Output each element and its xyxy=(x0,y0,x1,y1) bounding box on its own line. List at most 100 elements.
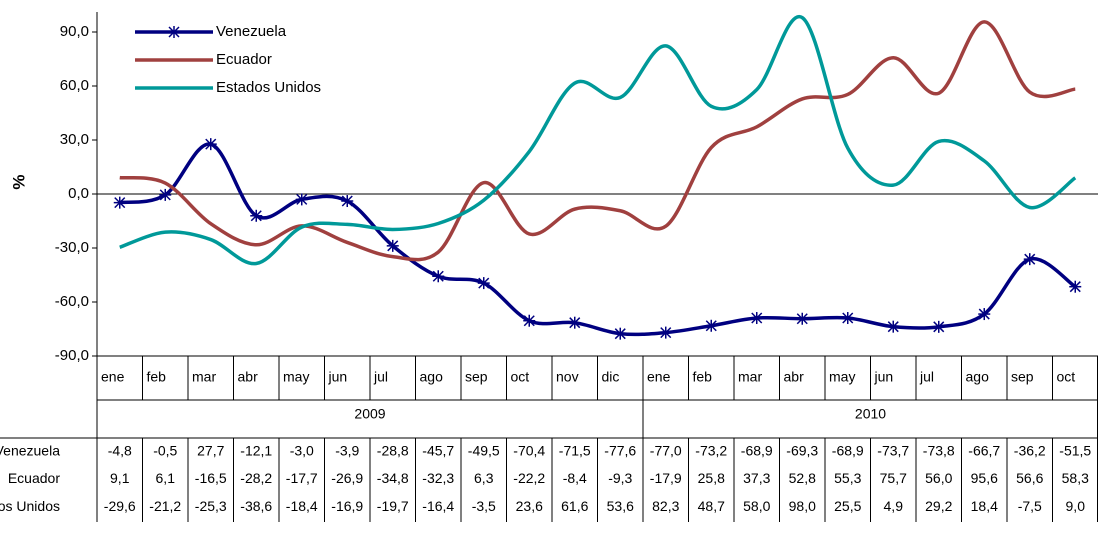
table-value: -77,0 xyxy=(650,443,682,459)
marker-stroke xyxy=(168,26,180,38)
x-tick-label: jun xyxy=(874,369,894,385)
x-tick-label: dic xyxy=(602,369,620,385)
table-value: 37,3 xyxy=(743,470,770,486)
marker-stroke xyxy=(296,193,308,205)
table-value: -66,7 xyxy=(968,443,1000,459)
table-value: -73,8 xyxy=(923,443,955,459)
marker-stroke xyxy=(1024,253,1036,265)
table-value: 75,7 xyxy=(880,470,907,486)
marker-stroke xyxy=(387,240,399,252)
y-tick-label: 0,0 xyxy=(68,185,89,202)
legend-label: Venezuela xyxy=(216,23,287,40)
table-value: -3,0 xyxy=(290,443,314,459)
table-value: -7,5 xyxy=(1018,498,1042,514)
marker-stroke xyxy=(250,210,262,222)
table-value: -8,4 xyxy=(563,470,587,486)
year-label: 2009 xyxy=(354,406,385,422)
year-label: 2010 xyxy=(855,406,886,422)
marker xyxy=(523,314,536,327)
table-value: 53,6 xyxy=(607,498,634,514)
table-value: -25,3 xyxy=(195,498,227,514)
table-value: -16,4 xyxy=(422,498,454,514)
x-tick-label: jun xyxy=(328,369,348,385)
table-value: -73,2 xyxy=(695,443,727,459)
x-tick-label: ene xyxy=(647,369,671,385)
x-tick-label: feb xyxy=(147,369,167,385)
x-tick-label: jul xyxy=(373,369,388,385)
marker xyxy=(250,209,263,222)
x-tick-label: oct xyxy=(1057,369,1076,385)
table-value: 9,1 xyxy=(110,470,130,486)
x-tick-label: feb xyxy=(693,369,713,385)
x-tick-label: mar xyxy=(192,369,216,385)
table-value: -21,2 xyxy=(149,498,181,514)
x-tick-label: ene xyxy=(101,369,125,385)
table-value: 29,2 xyxy=(925,498,952,514)
marker-stroke xyxy=(751,312,763,324)
marker-stroke xyxy=(933,321,945,333)
table-value: -17,9 xyxy=(650,470,682,486)
table-value: -16,5 xyxy=(195,470,227,486)
table-value: 25,5 xyxy=(834,498,861,514)
marker-stroke xyxy=(887,321,899,333)
table-value: -49,5 xyxy=(468,443,500,459)
table-value: 58,0 xyxy=(743,498,770,514)
table-value: -34,8 xyxy=(377,470,409,486)
y-tick-label: -90,0 xyxy=(55,347,89,364)
marker xyxy=(113,196,126,209)
table-value: 48,7 xyxy=(698,498,725,514)
table-value: 23,6 xyxy=(516,498,543,514)
x-tick-label: may xyxy=(829,369,855,385)
table-value: -68,9 xyxy=(832,443,864,459)
table-value: 6,1 xyxy=(156,470,176,486)
x-tick-label: sep xyxy=(465,369,488,385)
row-label: Estados Unidos xyxy=(0,498,60,514)
y-tick-label: 30,0 xyxy=(60,131,89,148)
table-value: -3,9 xyxy=(335,443,359,459)
table-value: -12,1 xyxy=(240,443,272,459)
marker-stroke xyxy=(478,277,490,289)
legend-marker xyxy=(168,26,180,38)
marker xyxy=(887,320,900,333)
table-value: -70,4 xyxy=(513,443,545,459)
table-value: -51,5 xyxy=(1059,443,1091,459)
table-value: -29,6 xyxy=(104,498,136,514)
marker xyxy=(341,195,354,208)
table-value: -28,8 xyxy=(377,443,409,459)
series-line xyxy=(119,142,1077,337)
x-tick-label: ago xyxy=(966,369,990,385)
table-value: -69,3 xyxy=(786,443,818,459)
series-line xyxy=(119,14,1077,266)
marker-stroke xyxy=(523,315,535,327)
table-value: -9,3 xyxy=(608,470,632,486)
table-value: -45,7 xyxy=(422,443,454,459)
table-value: 95,6 xyxy=(971,470,998,486)
marker xyxy=(295,193,308,206)
marker-stroke xyxy=(341,195,353,207)
marker xyxy=(477,277,490,290)
row-label: Ecuador xyxy=(8,470,60,486)
table-value: -4,8 xyxy=(108,443,132,459)
marker-stroke xyxy=(978,308,990,320)
marker xyxy=(705,319,718,332)
table-value: -36,2 xyxy=(1014,443,1046,459)
table-value: 56,0 xyxy=(925,470,952,486)
marker xyxy=(614,327,627,340)
marker xyxy=(796,312,809,325)
y-tick-label: -30,0 xyxy=(55,239,89,256)
x-tick-label: mar xyxy=(738,369,762,385)
table-value: -77,6 xyxy=(604,443,636,459)
row-label: Venezuela xyxy=(0,443,60,459)
marker-stroke xyxy=(432,270,444,282)
table-value: -32,3 xyxy=(422,470,454,486)
table-value: -22,2 xyxy=(513,470,545,486)
table-value: 6,3 xyxy=(474,470,494,486)
marker xyxy=(159,188,172,201)
table-value: -38,6 xyxy=(240,498,272,514)
table-value: -68,9 xyxy=(741,443,773,459)
x-tick-label: jul xyxy=(919,369,934,385)
table-value: 9,0 xyxy=(1066,498,1086,514)
marker-stroke xyxy=(205,138,217,150)
marker xyxy=(659,326,672,339)
y-axis-label: % xyxy=(9,174,28,189)
